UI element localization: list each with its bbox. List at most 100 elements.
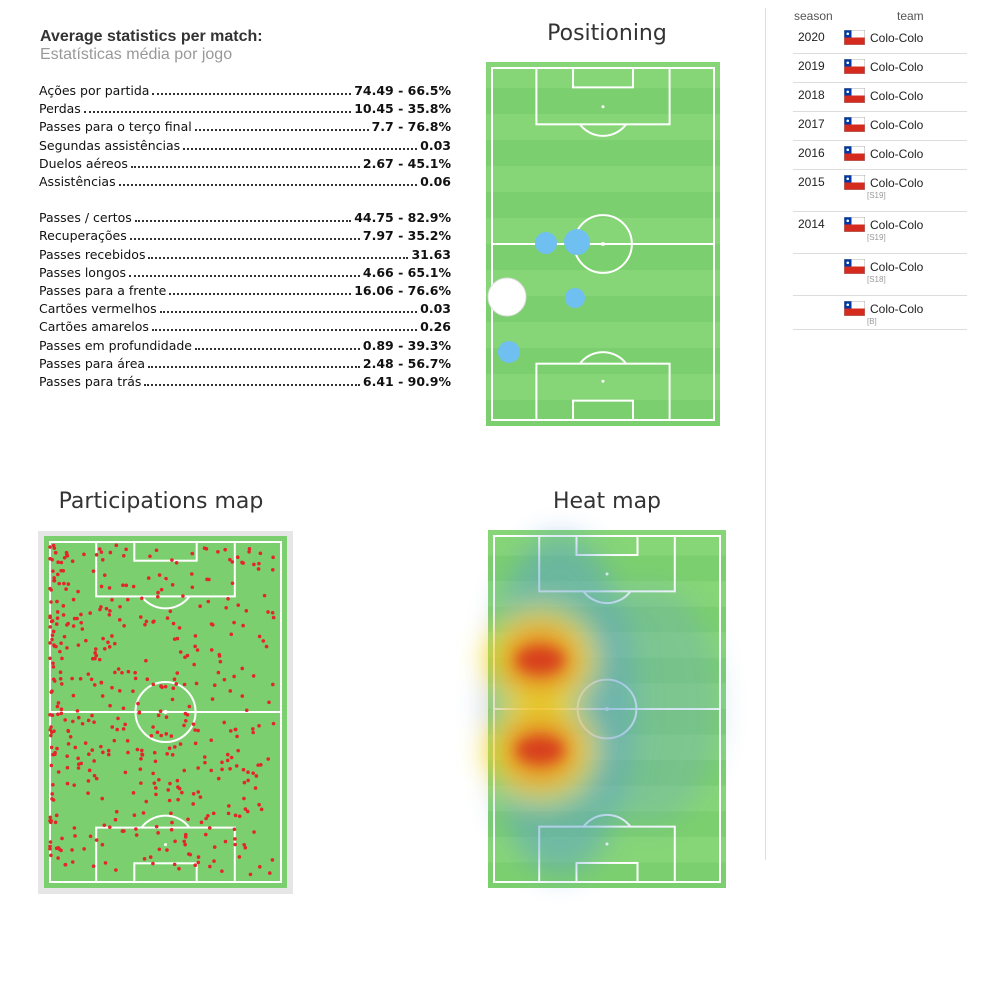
participation-dot — [254, 774, 259, 778]
participation-dot — [50, 637, 54, 642]
stat-value: 0.89 - 39.3% — [362, 337, 451, 353]
participation-dot — [170, 582, 175, 587]
career-row: 2014 Colo-Colo [S19] — [793, 217, 967, 254]
participation-dot — [217, 654, 222, 658]
participation-dot — [170, 697, 175, 702]
season: 2014 — [798, 217, 825, 231]
participation-dot — [48, 727, 53, 732]
participation-dot — [164, 576, 168, 581]
participation-dot — [53, 550, 58, 555]
participation-dot — [70, 559, 75, 564]
participation-dot — [66, 728, 70, 733]
participation-dot — [110, 634, 114, 638]
participation-dot — [230, 581, 235, 586]
participation-dot — [49, 725, 53, 729]
stat-row: Cartões amarelos 0.26 — [39, 318, 451, 336]
participation-dot — [110, 685, 114, 690]
heat-blob — [516, 736, 564, 764]
participation-dot — [153, 786, 158, 790]
team-tag: [S19] — [867, 191, 886, 200]
participation-dot — [61, 604, 66, 608]
leader — [148, 355, 360, 368]
participation-dot — [156, 713, 161, 718]
stat-row: Passes / certos 44.75 - 82.9% — [39, 209, 451, 227]
participation-dot — [71, 597, 76, 602]
participation-dot — [257, 864, 262, 869]
flag-part — [846, 90, 850, 94]
participation-dot — [190, 585, 195, 590]
stat-value: 74.49 - 66.5% — [354, 83, 451, 98]
participation-dot — [223, 839, 228, 844]
participation-dot — [93, 651, 97, 655]
team-tag: [B] — [867, 317, 877, 326]
pitch — [486, 62, 720, 426]
participation-dot — [48, 586, 52, 591]
participation-dot — [86, 672, 91, 676]
participation-dot — [164, 732, 169, 736]
flag — [844, 59, 865, 74]
participation-dot — [114, 809, 119, 814]
participation-dot — [76, 715, 81, 720]
participation-dot — [251, 727, 255, 731]
participation-dot — [65, 646, 69, 650]
participation-dot — [159, 733, 164, 738]
participation-dot — [232, 620, 236, 625]
participation-dot — [220, 767, 224, 772]
participation-dot — [259, 807, 264, 812]
stat-row: Passes para área 2.48 - 56.7% — [39, 355, 451, 373]
participation-dot — [49, 733, 53, 738]
participation-dot — [52, 729, 56, 733]
participation-dot — [137, 710, 142, 715]
participation-dot — [170, 820, 174, 825]
stat-value: 10.45 - 35.8% — [354, 101, 451, 117]
participation-dot — [94, 838, 99, 842]
divider — [765, 8, 766, 860]
participation-dot — [270, 568, 275, 572]
participation-dot — [65, 553, 70, 558]
season: 2016 — [798, 146, 825, 160]
participation-dot — [170, 753, 175, 757]
participation-dot — [235, 734, 239, 739]
leader — [118, 173, 418, 186]
flag — [844, 30, 865, 45]
participation-dot — [48, 641, 52, 645]
participation-dot — [48, 844, 52, 849]
participation-dot — [198, 795, 203, 799]
participation-dot — [64, 587, 68, 591]
flag — [844, 117, 865, 132]
participation-dot — [106, 752, 111, 757]
participation-dot — [94, 776, 99, 781]
participation-dot — [172, 862, 177, 867]
flag-part — [846, 119, 850, 123]
pitch — [44, 536, 287, 888]
participation-dot — [186, 817, 190, 822]
participation-dot — [156, 590, 160, 595]
participation-dot — [52, 643, 56, 647]
participation-dot — [266, 610, 270, 614]
participation-dot — [182, 768, 187, 773]
participation-dot — [56, 845, 61, 850]
participation-dot — [99, 550, 104, 554]
maps: Positioning Participations map Heat map — [38, 21, 726, 894]
participation-dot — [120, 829, 125, 833]
participation-dot — [92, 759, 96, 763]
participation-dot — [248, 872, 253, 877]
participation-dot — [152, 750, 157, 755]
participation-dot — [225, 752, 230, 757]
stat-label: Recuperações — [39, 228, 127, 244]
participation-dot — [78, 676, 83, 681]
flag — [844, 175, 865, 190]
participation-dot — [51, 782, 55, 787]
participation-dot — [165, 848, 169, 852]
participation-dot — [157, 573, 162, 577]
participation-dot — [112, 738, 117, 743]
stripe — [488, 530, 726, 556]
column-header: season — [794, 9, 833, 23]
participation-dot — [251, 674, 256, 678]
participation-dot — [206, 813, 210, 818]
stat-value: 0.26 — [420, 319, 451, 335]
participation-dot — [86, 791, 90, 795]
participation-dot — [174, 682, 179, 686]
map-title: Heat map — [553, 489, 661, 514]
participation-dot — [186, 852, 191, 856]
